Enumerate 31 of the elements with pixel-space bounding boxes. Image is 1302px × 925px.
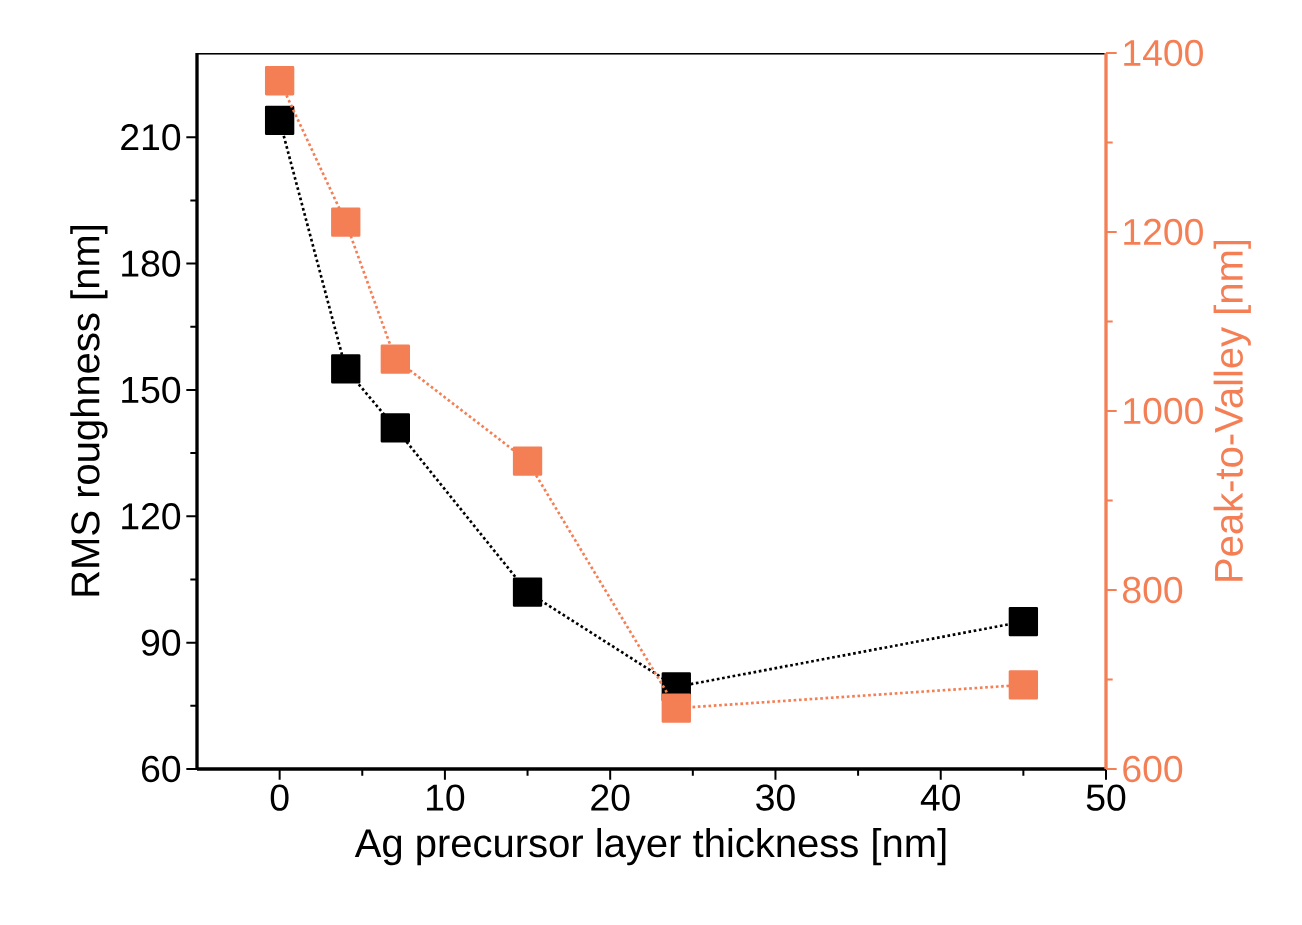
point [512,446,543,476]
point [380,344,411,374]
y2-tick-label: 1000 [1124,397,1203,425]
point [380,413,410,443]
y2-tick-label: 600 [1123,755,1183,783]
x-axis-title: Ag precursor layer thickness [nm] [354,827,946,866]
x-tick-label: 30 [756,784,795,811]
y-tick-label: 120 [122,503,181,530]
y-tick-label: 90 [141,629,181,656]
point [331,354,361,384]
y2-axis-title: Peak-to-Valley [nm] [1213,240,1251,581]
x-tick-label: 40 [920,784,961,811]
y-tick-label: 210 [121,124,181,151]
point [661,693,691,723]
x-tick-label: 50 [1086,784,1126,811]
y2-tick-label: 800 [1123,576,1183,604]
point [512,577,543,607]
y2-tick-label: 1400 [1124,39,1203,67]
y-tick-label: 150 [122,376,181,404]
y-tick-label: 60 [142,755,181,783]
point [264,105,295,136]
point [1008,606,1039,637]
x-tick-label: 10 [426,784,465,811]
x-tick-label: 0 [270,784,289,811]
y-axis-title: RMS roughness [nm] [70,226,108,596]
point [331,207,361,237]
point [1008,670,1039,700]
x-tick-label: 20 [591,784,630,811]
y-tick-label: 180 [122,250,181,277]
y2-tick-label: 1200 [1124,218,1203,246]
point [264,66,295,96]
